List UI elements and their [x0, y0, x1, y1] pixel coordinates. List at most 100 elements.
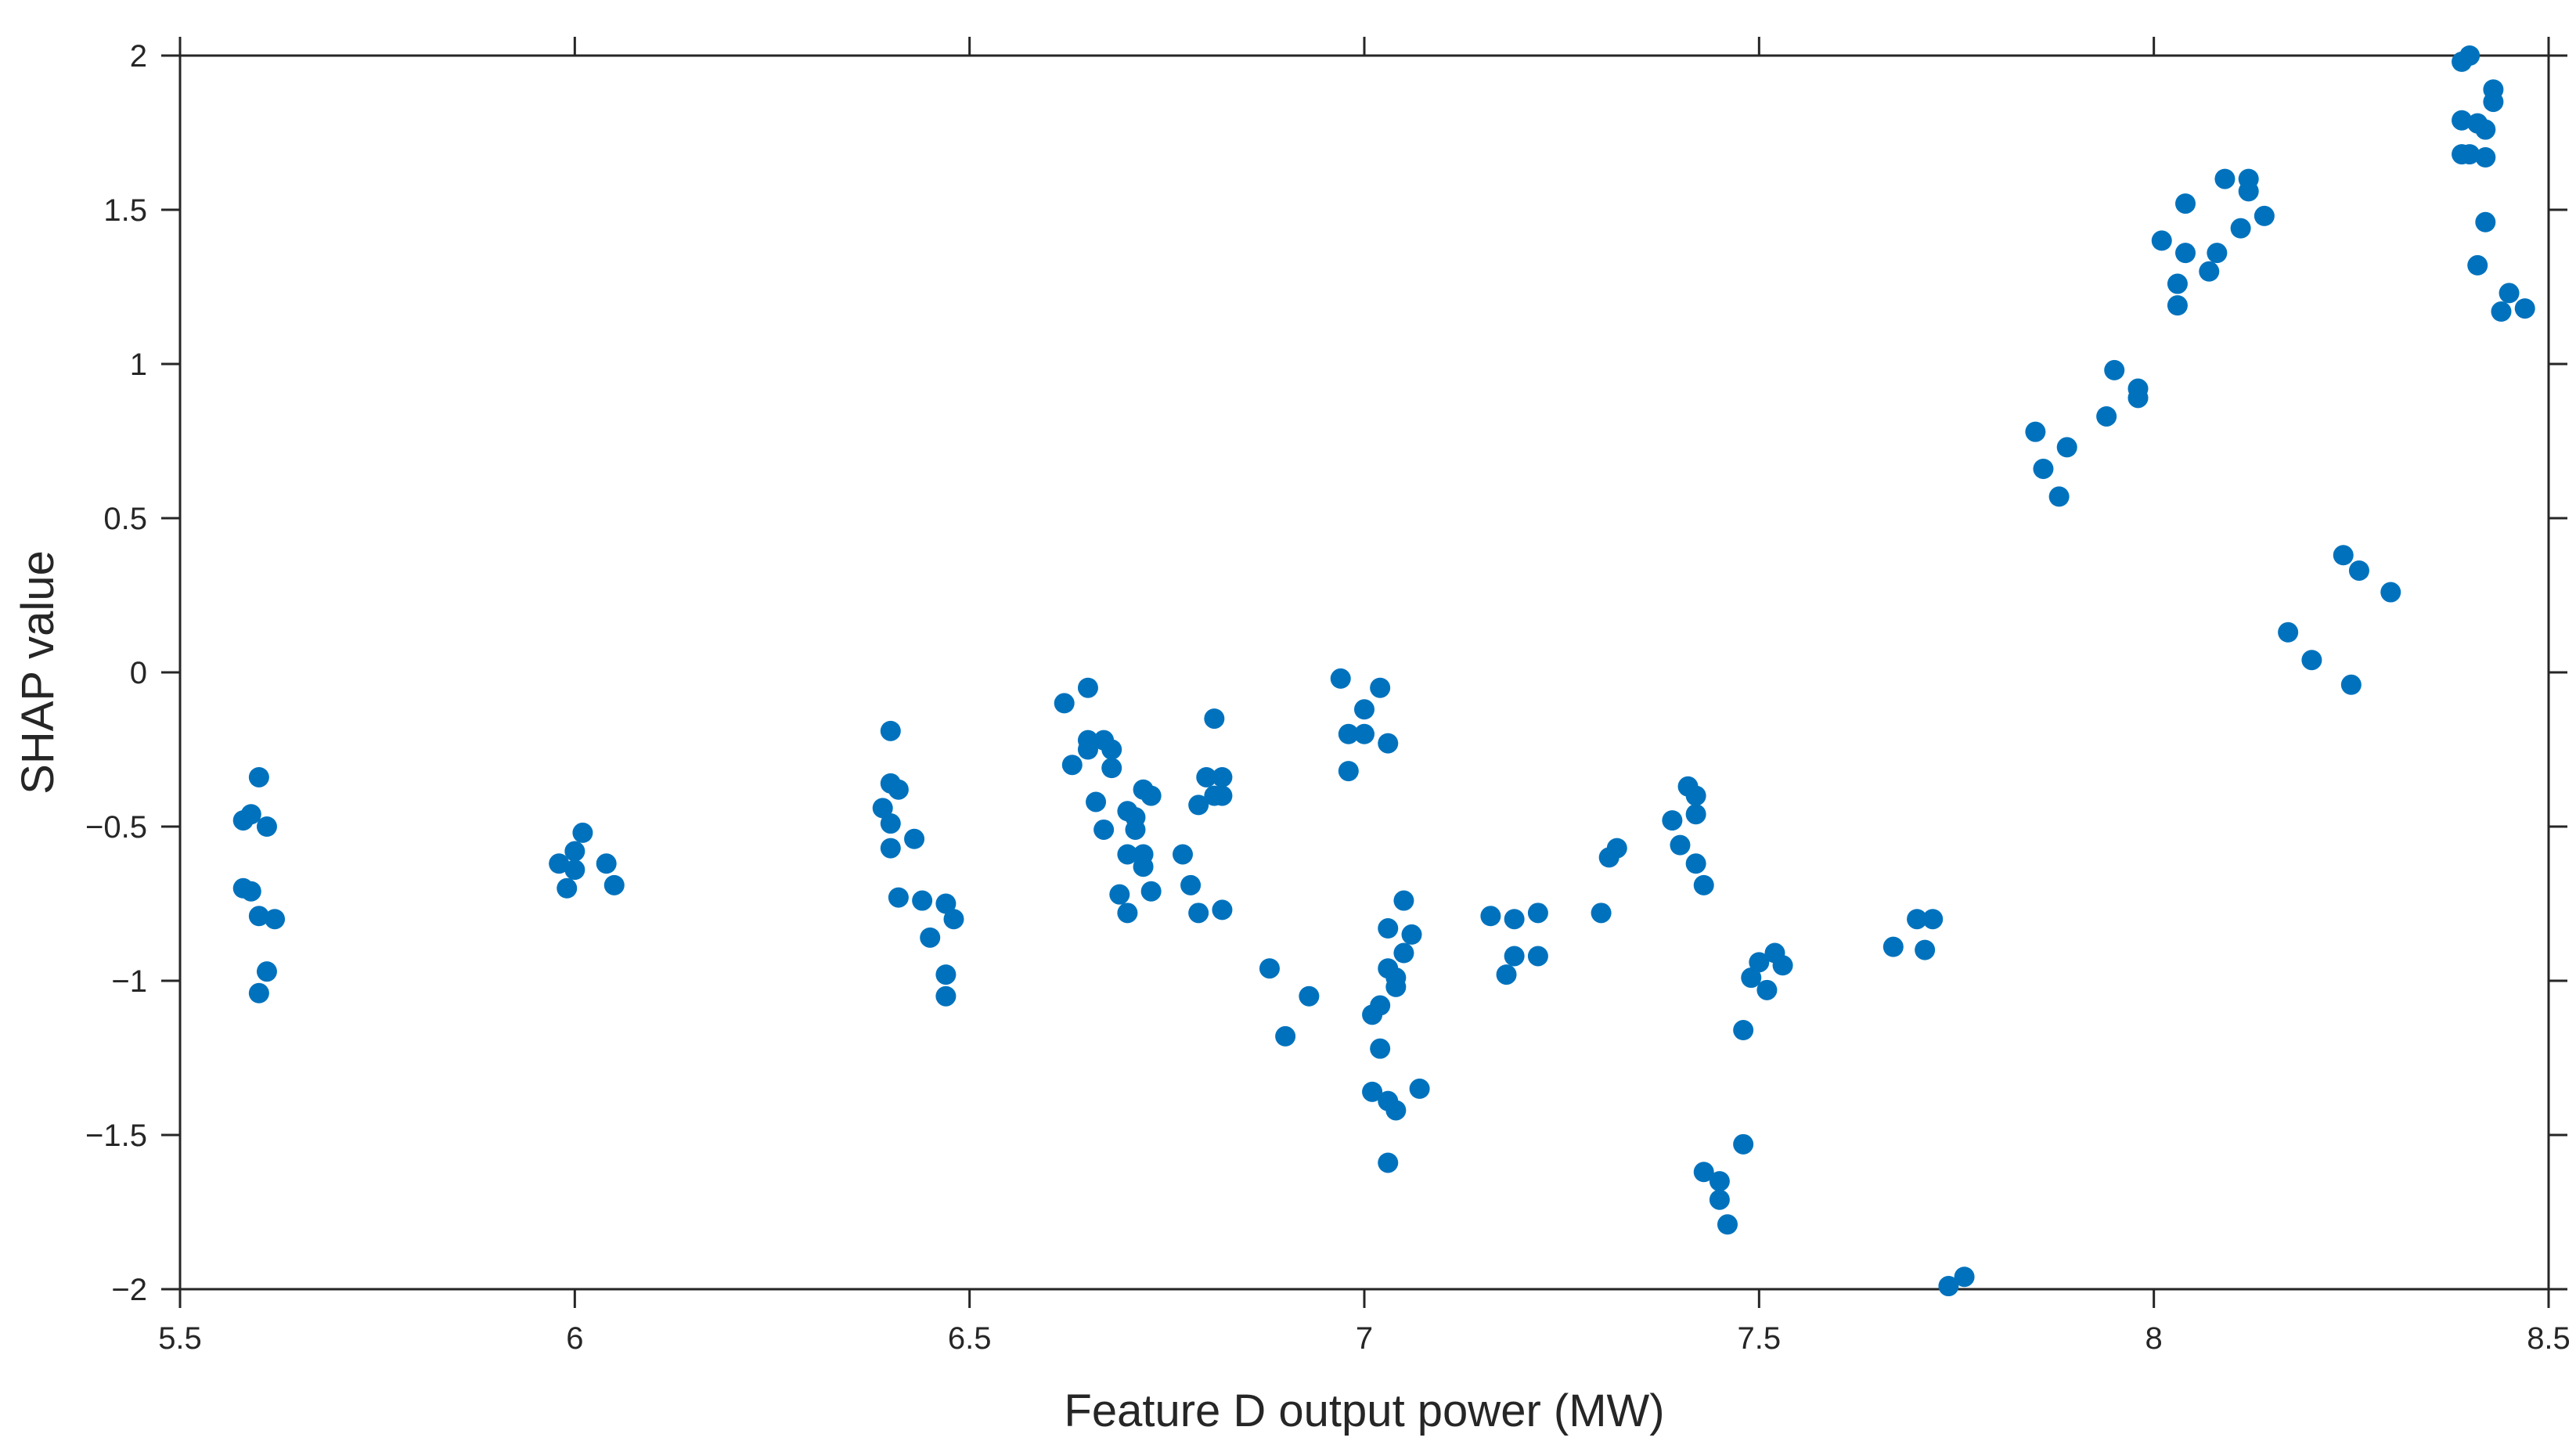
data-point	[1196, 766, 1217, 787]
data-point	[1101, 758, 1122, 779]
data-point	[572, 822, 593, 843]
data-point	[1717, 1214, 1738, 1235]
y-tick-label: 0.5	[103, 502, 147, 536]
data-point	[1693, 874, 1714, 895]
data-point	[1385, 1100, 1407, 1121]
data-point	[596, 853, 617, 874]
data-point	[2475, 119, 2496, 140]
data-point	[2301, 650, 2322, 671]
x-axis-label: Feature D output power (MW)	[1064, 1385, 1664, 1436]
data-point	[880, 720, 901, 741]
data-point	[1709, 1171, 1730, 1192]
data-point	[1606, 838, 1627, 859]
data-point	[2340, 674, 2362, 695]
x-tick-label: 5.5	[158, 1321, 202, 1356]
data-point	[2096, 405, 2117, 427]
data-point	[1385, 976, 1407, 997]
plot-frame	[178, 54, 2550, 1291]
data-point	[1077, 677, 1098, 698]
data-point	[1173, 844, 1194, 865]
data-point	[1733, 1133, 1754, 1155]
x-tick-label: 6	[566, 1321, 583, 1356]
data-point	[2033, 458, 2054, 479]
data-point	[256, 816, 277, 837]
data-point	[888, 779, 909, 800]
data-point	[2459, 144, 2481, 165]
data-point	[1093, 819, 1115, 840]
y-tick-label: −0.5	[85, 810, 147, 845]
data-point	[549, 853, 570, 874]
y-axis-label: SHAP value	[13, 550, 63, 794]
data-point	[1496, 964, 1517, 985]
data-point	[1685, 785, 1706, 806]
data-point	[2127, 387, 2149, 409]
data-point	[1772, 955, 1793, 976]
y-tick-label: −1	[111, 964, 147, 999]
data-point	[1299, 985, 1320, 1007]
data-point	[256, 961, 277, 982]
data-point	[943, 909, 964, 930]
data-point	[1504, 909, 1525, 930]
axis-ticks: 5.5 6 6.5 7 7.5 8 8.5 2 1.5 1 0.5 0 −0.5 −1 −1.5 −2	[85, 37, 2571, 1356]
data-point	[248, 906, 269, 927]
x-tick-label: 7.5	[1738, 1321, 1782, 1356]
data-point	[1212, 766, 1233, 787]
x-tick-label: 6.5	[948, 1321, 992, 1356]
data-point	[240, 881, 261, 902]
x-tick-label: 8	[2145, 1321, 2163, 1356]
data-point	[1054, 693, 1075, 714]
data-point	[1591, 903, 1612, 924]
data-point	[2491, 301, 2512, 322]
data-point	[2514, 298, 2535, 319]
data-point	[2056, 437, 2077, 458]
data-point	[880, 838, 901, 859]
y-tick-label: −2	[111, 1273, 147, 1307]
data-point	[2475, 147, 2496, 168]
y-tick-label: −1.5	[85, 1119, 147, 1153]
data-point	[872, 798, 893, 819]
data-point	[564, 841, 585, 862]
y-tick-label: 2	[130, 39, 147, 74]
data-point	[1378, 733, 1399, 754]
data-point	[1693, 1162, 1714, 1183]
data-point	[1338, 723, 1359, 744]
data-point	[1685, 804, 1706, 825]
data-point	[1275, 1025, 1296, 1047]
data-point	[1125, 819, 1146, 840]
data-point	[2199, 261, 2220, 282]
data-point	[1133, 856, 1154, 877]
data-point	[2167, 295, 2188, 316]
data-point	[2238, 168, 2259, 189]
data-point	[935, 985, 957, 1007]
data-point	[1749, 952, 1770, 973]
x-tick-label: 8.5	[2527, 1321, 2571, 1356]
data-points	[232, 45, 2535, 1297]
data-point	[2380, 582, 2401, 603]
data-point	[2025, 421, 2046, 442]
data-point	[1938, 1276, 1959, 1297]
plot-area-border	[178, 54, 2550, 1291]
data-point	[1188, 903, 1209, 924]
data-point	[2230, 218, 2251, 239]
data-point	[1061, 755, 1083, 776]
data-point	[1086, 791, 1107, 812]
data-point	[2348, 560, 2369, 581]
data-point	[248, 982, 269, 1003]
data-point	[1370, 995, 1391, 1016]
data-point	[1527, 946, 1548, 967]
data-point	[1354, 723, 1374, 744]
y-tick-label: 0	[130, 656, 147, 690]
data-point	[1140, 881, 1162, 902]
data-point	[1101, 739, 1122, 760]
data-point	[1204, 708, 1225, 730]
data-point	[1117, 844, 1138, 865]
data-point	[603, 874, 625, 895]
data-point	[1077, 739, 1098, 760]
data-point	[2467, 254, 2488, 276]
data-point	[1756, 979, 1778, 1000]
data-point	[557, 877, 578, 899]
data-point	[912, 890, 933, 911]
data-point	[1370, 677, 1391, 698]
data-point	[1212, 785, 1233, 806]
